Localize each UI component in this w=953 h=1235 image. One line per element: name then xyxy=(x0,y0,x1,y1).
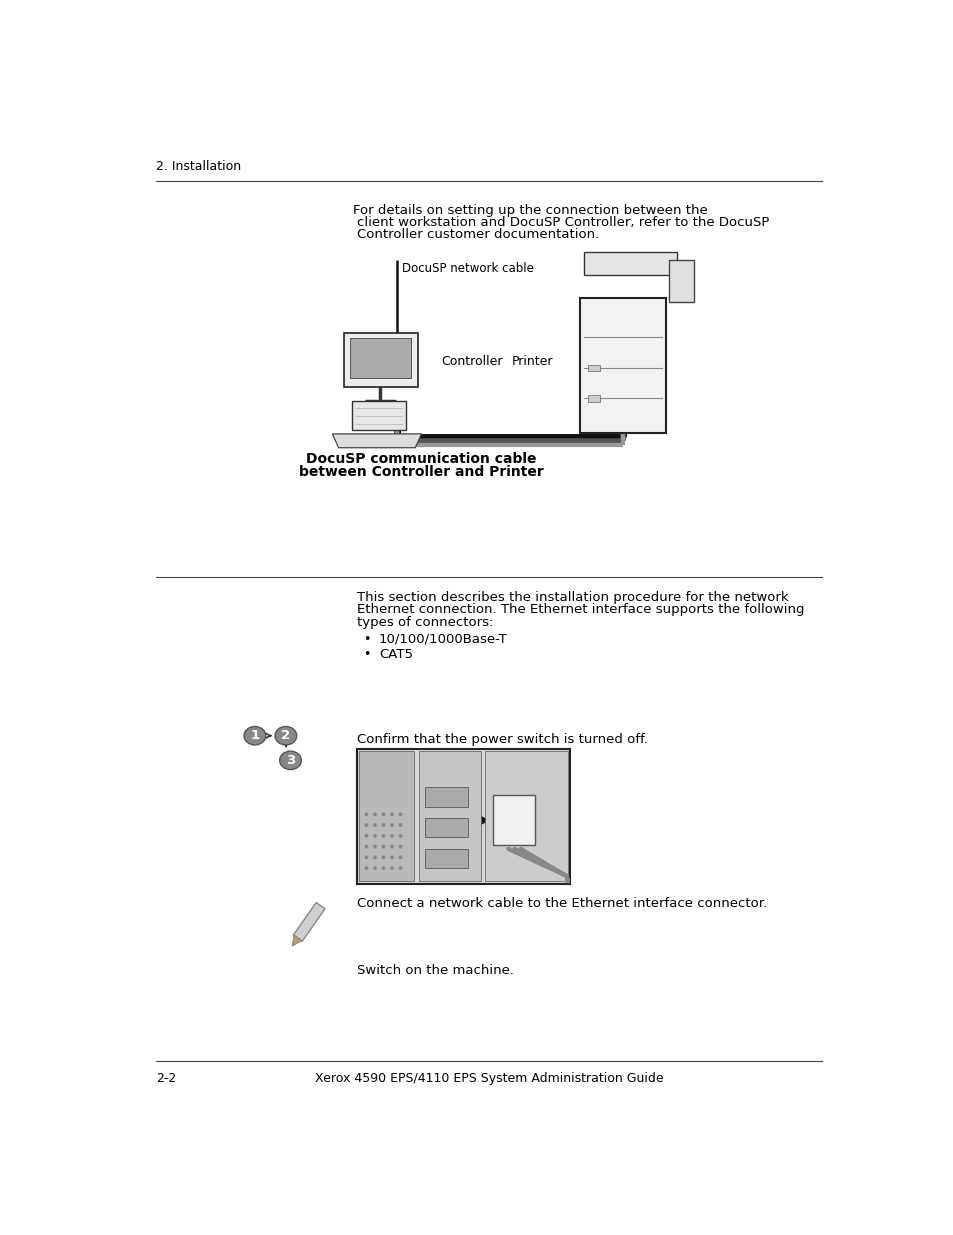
Circle shape xyxy=(381,823,385,827)
Text: Switch on the machine.: Switch on the machine. xyxy=(356,965,514,977)
Text: Ethernet connection. The Ethernet interface supports the following: Ethernet connection. The Ethernet interf… xyxy=(356,603,803,616)
Circle shape xyxy=(373,823,376,827)
Circle shape xyxy=(398,823,402,827)
Circle shape xyxy=(381,866,385,871)
Text: CAT5: CAT5 xyxy=(378,648,413,661)
Circle shape xyxy=(390,856,394,860)
Circle shape xyxy=(381,856,385,860)
Circle shape xyxy=(373,813,376,816)
Circle shape xyxy=(398,834,402,837)
Bar xyxy=(583,252,677,275)
Text: DocuSP network cable: DocuSP network cable xyxy=(402,262,534,275)
Circle shape xyxy=(364,834,368,837)
Text: For details on setting up the connection between the: For details on setting up the connection… xyxy=(354,204,707,216)
Text: Controller: Controller xyxy=(440,354,502,368)
Circle shape xyxy=(398,866,402,871)
Text: DocuSP communication cable: DocuSP communication cable xyxy=(306,452,537,467)
Circle shape xyxy=(373,856,376,860)
Circle shape xyxy=(398,856,402,860)
Circle shape xyxy=(390,845,394,848)
Ellipse shape xyxy=(244,726,266,745)
Text: 10/100/1000Base-T: 10/100/1000Base-T xyxy=(378,632,507,646)
Circle shape xyxy=(364,823,368,827)
Ellipse shape xyxy=(274,726,296,745)
Text: types of connectors:: types of connectors: xyxy=(356,615,493,629)
Circle shape xyxy=(390,813,394,816)
Circle shape xyxy=(364,866,368,871)
Text: Printer: Printer xyxy=(511,354,553,368)
Text: between Controller and Printer: between Controller and Printer xyxy=(299,466,543,479)
Circle shape xyxy=(373,845,376,848)
Polygon shape xyxy=(344,333,417,387)
Text: •: • xyxy=(363,648,371,661)
Polygon shape xyxy=(332,433,421,448)
Polygon shape xyxy=(350,337,411,378)
Bar xyxy=(352,401,406,430)
Text: •: • xyxy=(363,632,371,646)
Ellipse shape xyxy=(279,751,301,769)
Text: This section describes the installation procedure for the network: This section describes the installation … xyxy=(356,592,788,604)
Text: 1: 1 xyxy=(250,729,259,742)
Bar xyxy=(587,395,599,401)
Circle shape xyxy=(390,823,394,827)
Bar xyxy=(484,751,567,882)
Text: Xerox 4590 EPS/4110 EPS System Administration Guide: Xerox 4590 EPS/4110 EPS System Administr… xyxy=(314,1072,662,1086)
Bar xyxy=(669,259,694,303)
Text: 3: 3 xyxy=(286,753,294,767)
Bar xyxy=(425,818,468,837)
Bar xyxy=(579,299,665,433)
Bar xyxy=(425,787,468,806)
Bar xyxy=(359,751,414,882)
Text: Connect a network cable to the Ethernet interface connector.: Connect a network cable to the Ethernet … xyxy=(356,898,766,910)
Circle shape xyxy=(364,813,368,816)
Bar xyxy=(425,848,468,868)
Text: 2-2: 2-2 xyxy=(155,1072,175,1086)
Circle shape xyxy=(398,845,402,848)
Circle shape xyxy=(364,856,368,860)
Text: Confirm that the power switch is turned off.: Confirm that the power switch is turned … xyxy=(356,734,647,746)
Circle shape xyxy=(398,813,402,816)
Text: client workstation and DocuSP Controller, refer to the DocuSP: client workstation and DocuSP Controller… xyxy=(356,216,769,228)
FancyBboxPatch shape xyxy=(294,903,325,941)
Polygon shape xyxy=(292,935,301,946)
Text: 2: 2 xyxy=(281,729,290,742)
Bar xyxy=(493,795,535,845)
Text: Controller customer documentation.: Controller customer documentation. xyxy=(356,228,598,241)
Circle shape xyxy=(390,866,394,871)
Circle shape xyxy=(381,834,385,837)
Circle shape xyxy=(381,845,385,848)
Circle shape xyxy=(381,813,385,816)
Bar xyxy=(587,364,599,370)
Circle shape xyxy=(390,834,394,837)
Circle shape xyxy=(373,834,376,837)
Bar xyxy=(418,751,480,882)
Circle shape xyxy=(364,845,368,848)
Bar xyxy=(356,748,570,883)
Circle shape xyxy=(373,866,376,871)
Text: 2. Installation: 2. Installation xyxy=(155,159,240,173)
